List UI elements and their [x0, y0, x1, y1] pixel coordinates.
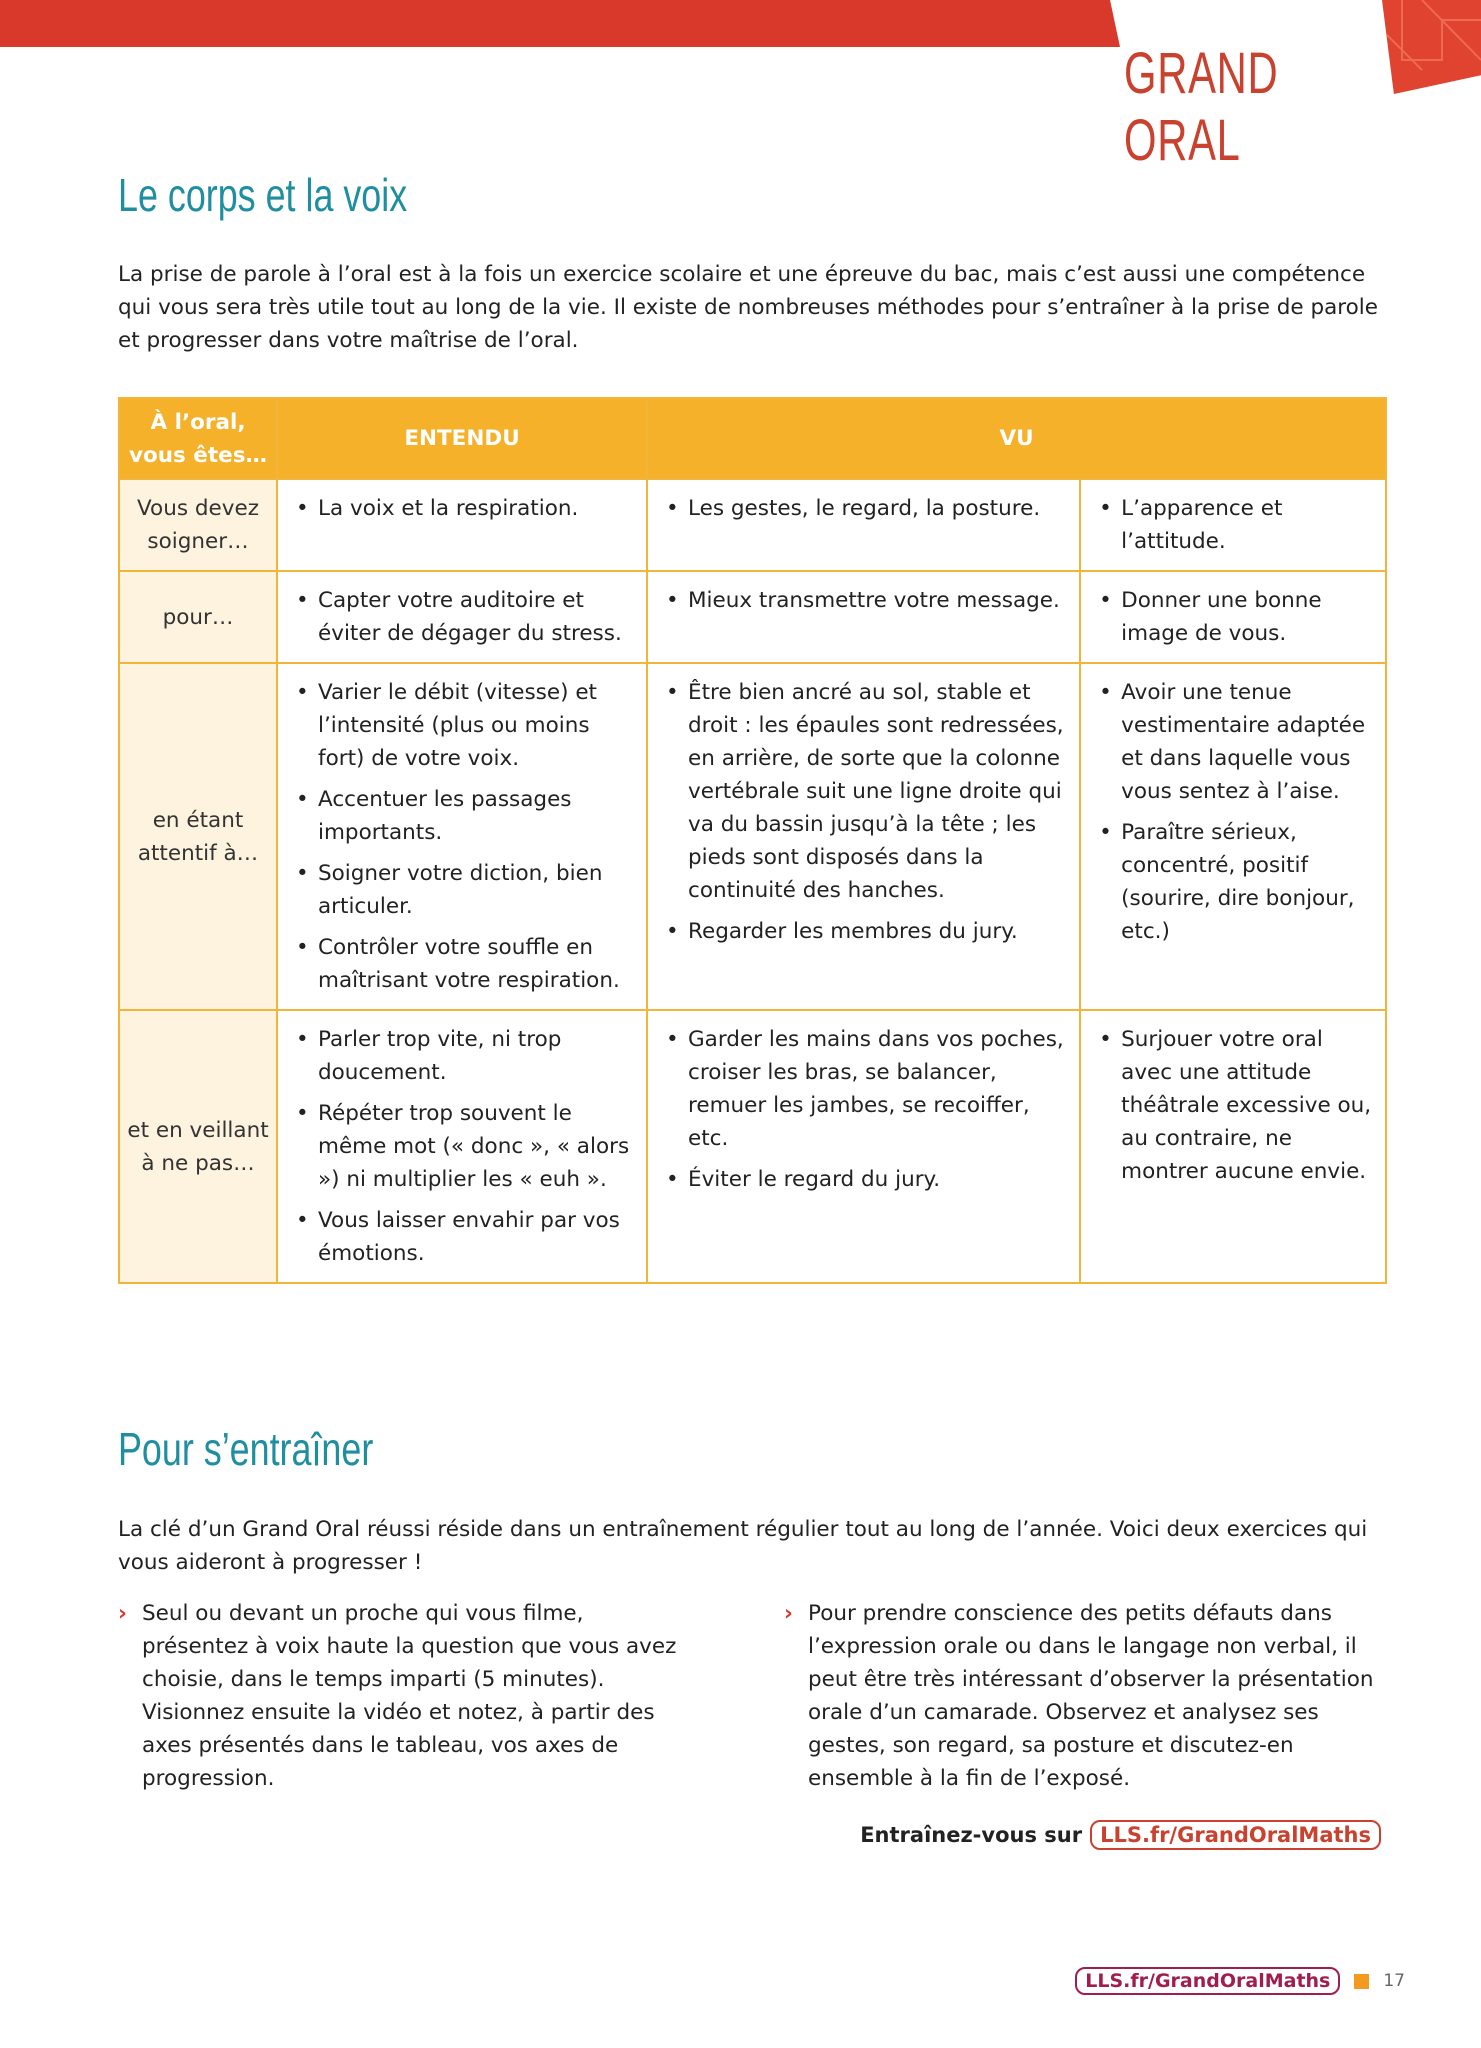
table-cell: Être bien ancré au sol, stable et droit … [645, 662, 1082, 1011]
row-label: et en veillant à ne pas… [118, 1009, 278, 1284]
oral-table: À l’oral, vous êtes… ENTENDU VU Vous dev… [118, 397, 1387, 1284]
top-banner [0, 0, 1110, 47]
bullet-item: Accentuer les passages importants. [296, 783, 634, 849]
row-label: pour… [118, 570, 278, 664]
bullet-item: L’apparence et l’attitude. [1099, 492, 1373, 558]
decorative-pattern [1382, 0, 1481, 94]
intro-paragraph: La clé d’un Grand Oral réussi réside dan… [118, 1517, 1368, 1575]
bullet-item: Capter votre auditoire et éviter de déga… [296, 584, 634, 650]
page-number: 17 [1383, 1971, 1405, 1991]
table-row: Vous devez soigner… La voix et la respira… [118, 478, 1387, 572]
chevron-right-icon: › [784, 1601, 793, 1626]
bullet-item: Donner une bonne image de vous. [1099, 584, 1373, 650]
bullet-item: Mieux transmettre votre message. [666, 584, 1067, 617]
footer: LLS.fr/GrandOralMaths 17 [1075, 1967, 1405, 1995]
table-cell: Mieux transmettre votre message. [645, 570, 1082, 664]
header-entendu: ENTENDU [276, 397, 648, 480]
table-cell: La voix et la respiration. [276, 478, 648, 572]
header-vu: VU [646, 397, 1387, 480]
bullet-item: Contrôler votre souffle en maîtrisant vo… [296, 931, 634, 997]
table-cell: Garder les mains dans vos poches, croise… [645, 1009, 1082, 1284]
section-title: Le corps et la voix [118, 169, 408, 221]
bullet-item: Regarder les membres du jury. [666, 915, 1067, 948]
table-cell: Surjouer votre oral avec une attitude th… [1079, 1009, 1387, 1284]
bullet-item: Éviter le regard du jury. [666, 1163, 1067, 1196]
chevron-right-icon: › [118, 1601, 127, 1626]
row-label: Vous devez soigner… [118, 478, 278, 572]
bullet-item: Vous laisser envahir par vos émotions. [296, 1204, 634, 1270]
table-cell: L’apparence et l’attitude. [1079, 478, 1387, 572]
table-cell: Varier le débit (vitesse) et l’intensité… [276, 662, 648, 1011]
exercise-text: Pour prendre conscience des petits défau… [808, 1601, 1374, 1791]
table-cell: Parler trop vite, ni trop doucement. Répé… [276, 1009, 648, 1284]
bullet-item: Soigner votre diction, bien articuler. [296, 857, 634, 923]
cta: Entraînez-vous sur LLS.fr/GrandOralMaths [860, 1820, 1381, 1850]
header-oral: À l’oral, vous êtes… [118, 397, 278, 480]
exercise-text: Seul ou devant un proche qui vous filme,… [142, 1601, 677, 1791]
cta-label: Entraînez-vous sur [860, 1823, 1083, 1847]
bullet-item: Surjouer votre oral avec une attitude th… [1099, 1023, 1373, 1188]
cta-link[interactable]: LLS.fr/GrandOralMaths [1090, 1820, 1381, 1850]
brand-title: GRAND ORAL [1124, 41, 1279, 173]
row-label: en étant attentif à… [118, 662, 278, 1011]
bullet-item: Avoir une tenue vestimentaire adaptée et… [1099, 676, 1373, 808]
bullet-item: La voix et la respiration. [296, 492, 634, 525]
table-row: en étant attentif à…Varier le débit (vit… [118, 662, 1387, 1011]
bullet-item: Varier le débit (vitesse) et l’intensité… [296, 676, 634, 775]
bullet-item: Les gestes, le regard, la posture. [666, 492, 1067, 525]
table-cell: Les gestes, le regard, la posture. [645, 478, 1082, 572]
bullet-item: Répéter trop souvent le même mot (« donc… [296, 1097, 634, 1196]
exercise-item: › Seul ou devant un proche qui vous filme… [118, 1597, 693, 1795]
table-row: et en veillant à ne pas…Parler trop vite… [118, 1009, 1387, 1284]
table-cell: Donner une bonne image de vous. [1079, 570, 1387, 664]
exercise-item: › Pour prendre conscience des petits défa… [784, 1597, 1388, 1795]
intro-paragraph: La prise de parole à l’oral est à la foi… [118, 262, 1379, 353]
footer-link[interactable]: LLS.fr/GrandOralMaths [1075, 1967, 1341, 1995]
table-cell: Capter votre auditoire et éviter de déga… [276, 570, 648, 664]
bullet-item: Parler trop vite, ni trop doucement. [296, 1023, 634, 1089]
bullet-item: Paraître sérieux, concentré, positif (so… [1099, 816, 1373, 948]
bullet-item: Être bien ancré au sol, stable et droit … [666, 676, 1067, 907]
table-row: pour… Capter votre auditoire et éviter de… [118, 570, 1387, 664]
top-banner-edge [1100, 0, 1120, 47]
table-cell: Avoir une tenue vestimentaire adaptée et… [1079, 662, 1387, 1011]
square-icon [1354, 1973, 1370, 1989]
section-title: Pour s’entraîner [118, 1423, 374, 1475]
bullet-item: Garder les mains dans vos poches, croise… [666, 1023, 1067, 1155]
